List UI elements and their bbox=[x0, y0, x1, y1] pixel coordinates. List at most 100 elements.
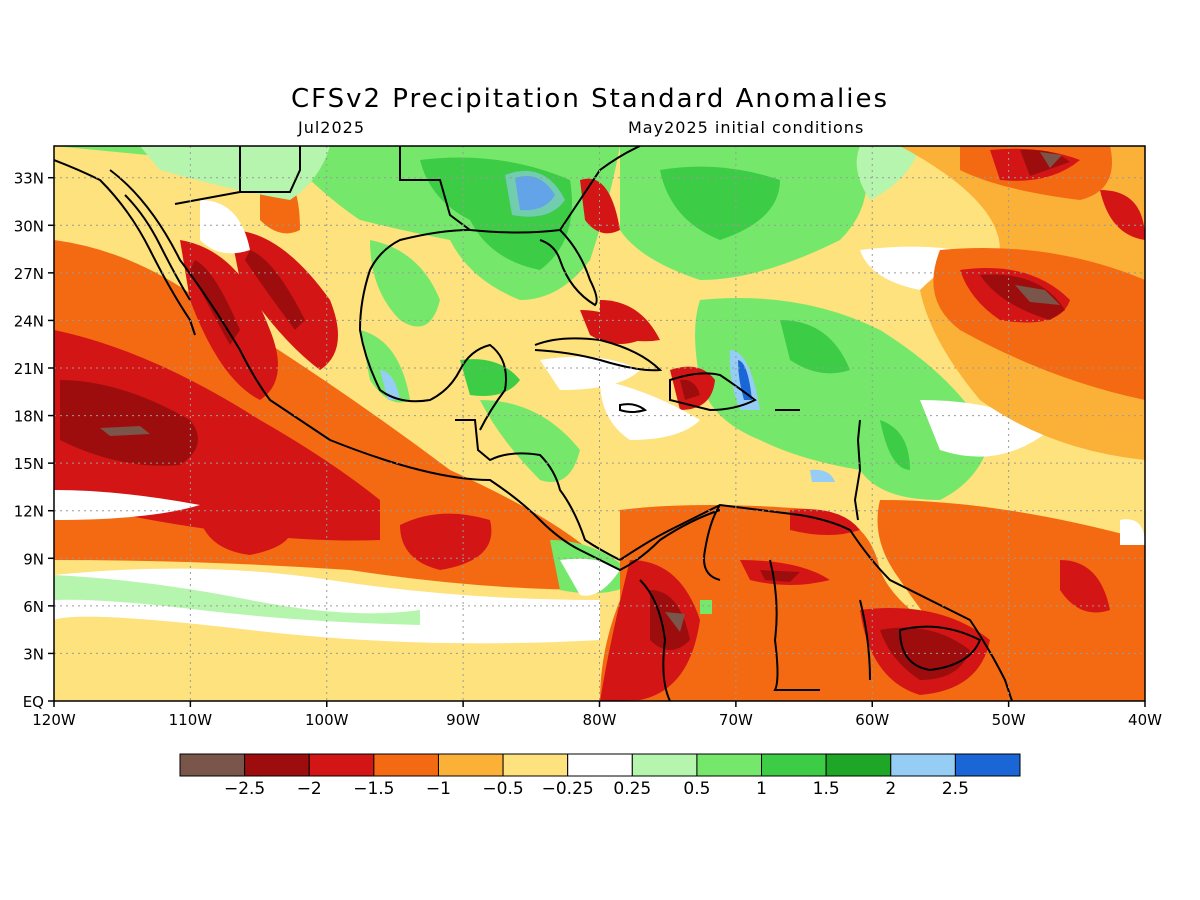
color-bar-swatch bbox=[308, 753, 375, 777]
longitude-axis: 120W 110W 100W 90W 80W 70W 60W 50W 40W bbox=[32, 701, 1162, 729]
lat-tick-label: 3N bbox=[23, 645, 44, 663]
coast-lesser-antilles bbox=[853, 419, 862, 521]
field-cuba-red bbox=[580, 310, 640, 344]
field-pacific-darkred bbox=[60, 380, 198, 466]
field-honduras-green bbox=[480, 400, 580, 482]
field-antilles-green bbox=[880, 420, 910, 470]
field-itcz-white bbox=[54, 568, 600, 644]
field-bay-campeche-green bbox=[360, 330, 410, 403]
field-antilles-lightblue bbox=[810, 469, 835, 482]
lon-tick-label: 110W bbox=[169, 711, 213, 729]
field-pacific-brown bbox=[100, 426, 150, 436]
coast-pacific-mexico-ca bbox=[109, 169, 721, 572]
coast-cuba bbox=[534, 337, 663, 372]
field-colombia-brown bbox=[665, 612, 685, 632]
lon-tick-label: 120W bbox=[32, 711, 76, 729]
initial-conditions-label: May2025 initial conditions bbox=[628, 118, 865, 137]
field-colombia-green bbox=[700, 600, 712, 614]
color-bar-label: −0.25 bbox=[542, 779, 594, 799]
lat-tick-label: 30N bbox=[14, 217, 44, 235]
lat-tick-label: 6N bbox=[23, 598, 44, 616]
color-bar-label: 0.5 bbox=[683, 779, 710, 799]
lat-tick-label: 12N bbox=[14, 503, 44, 521]
coastlines bbox=[54, 146, 1013, 701]
latitude-axis: EQ 3N 6N 9N 12N 15N 18N 21N 24N 27N 30N 33N bbox=[14, 170, 54, 711]
coast-florida bbox=[469, 228, 598, 307]
color-bar-label: −0.5 bbox=[482, 779, 523, 799]
lat-tick-label: 24N bbox=[14, 312, 44, 330]
field-mexico-white bbox=[200, 200, 250, 254]
color-bar-label: −2 bbox=[297, 779, 322, 799]
coast-baja-west bbox=[54, 159, 196, 336]
color-bar-swatch bbox=[890, 753, 956, 777]
field-atlantic-darkred bbox=[980, 274, 1065, 320]
coast-jamaica bbox=[619, 403, 648, 413]
coast-baja-inner bbox=[124, 194, 191, 301]
color-bar-label: −1.5 bbox=[353, 779, 394, 799]
field-atlantic-brown bbox=[1015, 285, 1060, 305]
field-itcz-green bbox=[54, 575, 420, 625]
color-bar-label: −1 bbox=[426, 779, 451, 799]
coast-maracaibo bbox=[703, 504, 721, 581]
field-campeche-blue bbox=[380, 370, 400, 400]
border-colombia-venezuela bbox=[639, 579, 671, 701]
color-bar-swatch bbox=[761, 753, 827, 777]
field-georgia-lightblue bbox=[505, 170, 565, 217]
lat-tick-label: 15N bbox=[14, 455, 44, 473]
field-venezuela-darkred bbox=[760, 570, 800, 582]
lon-tick-label: 100W bbox=[305, 711, 349, 729]
color-bar-label: 0.25 bbox=[613, 779, 651, 799]
field-pacific-red-3 bbox=[400, 513, 492, 570]
graticule bbox=[54, 146, 1145, 701]
border-guyana-suriname bbox=[859, 599, 871, 681]
field-us-lightgreen bbox=[140, 146, 330, 200]
color-bar-swatch bbox=[696, 753, 763, 777]
border-texas bbox=[399, 146, 471, 231]
color-bar-swatch bbox=[502, 753, 569, 777]
field-pacific-red-2 bbox=[200, 512, 292, 555]
field-mexico-darkred-2 bbox=[245, 250, 305, 330]
valid-month-label: Jul2025 bbox=[298, 118, 366, 137]
coast-gulf-of-mexico bbox=[358, 229, 507, 431]
coast-central-america-caribbean bbox=[455, 419, 621, 561]
color-bar-label: 2.5 bbox=[942, 779, 969, 799]
color-bar-swatch bbox=[567, 753, 633, 777]
lon-tick-label: 50W bbox=[992, 711, 1026, 729]
border-venezuela-guyana bbox=[769, 559, 820, 691]
field-caribbean-green-2 bbox=[780, 320, 850, 374]
border-french-guiana bbox=[898, 625, 982, 672]
field-gulf-green bbox=[370, 240, 440, 327]
field-trop-atlantic-red bbox=[1060, 560, 1110, 613]
lat-tick-label: 9N bbox=[23, 550, 44, 568]
lon-tick-label: 40W bbox=[1128, 711, 1162, 729]
lat-tick-label: 18N bbox=[14, 408, 44, 426]
field-atlantic-white-2 bbox=[920, 400, 1050, 457]
field-trop-atlantic-orange bbox=[877, 500, 1145, 701]
field-carolina-red bbox=[580, 178, 620, 234]
lat-tick-label: 27N bbox=[14, 265, 44, 283]
color-bar-swatch bbox=[631, 753, 698, 777]
coast-hispaniola bbox=[669, 372, 757, 412]
color-bar-swatch bbox=[373, 753, 439, 777]
field-hispaniola-darkred bbox=[680, 379, 700, 400]
field-pacific-white bbox=[54, 490, 200, 520]
lon-tick-label: 60W bbox=[855, 711, 889, 729]
map-title: CFSv2 Precipitation Standard Anomalies bbox=[290, 84, 890, 114]
coast-south-america-north bbox=[619, 503, 1013, 701]
color-bar-swatch bbox=[179, 753, 246, 777]
color-bar: −2.5 −2 −1.5 −1 −0.5 −0.25 0.25 0.5 1 1.5 2 2.5 bbox=[179, 753, 1021, 799]
color-bar-swatch bbox=[825, 753, 892, 777]
field-trop-atlantic-white bbox=[1120, 519, 1145, 545]
color-bar-label: 1.5 bbox=[813, 779, 840, 799]
lat-tick-label: EQ bbox=[23, 693, 44, 711]
lon-tick-label: 80W bbox=[583, 711, 617, 729]
field-mexico-darkred bbox=[190, 260, 240, 345]
color-bar-label: −2.5 bbox=[224, 779, 265, 799]
border-us-mexico-west bbox=[174, 191, 241, 205]
color-bar-label: 1 bbox=[756, 779, 767, 799]
border-arizona bbox=[239, 146, 301, 193]
lon-tick-label: 90W bbox=[446, 711, 480, 729]
field-caribbean-green bbox=[695, 298, 990, 500]
field-atlantic-north-brown bbox=[1040, 152, 1062, 168]
field-colombia-darkred bbox=[650, 590, 690, 650]
